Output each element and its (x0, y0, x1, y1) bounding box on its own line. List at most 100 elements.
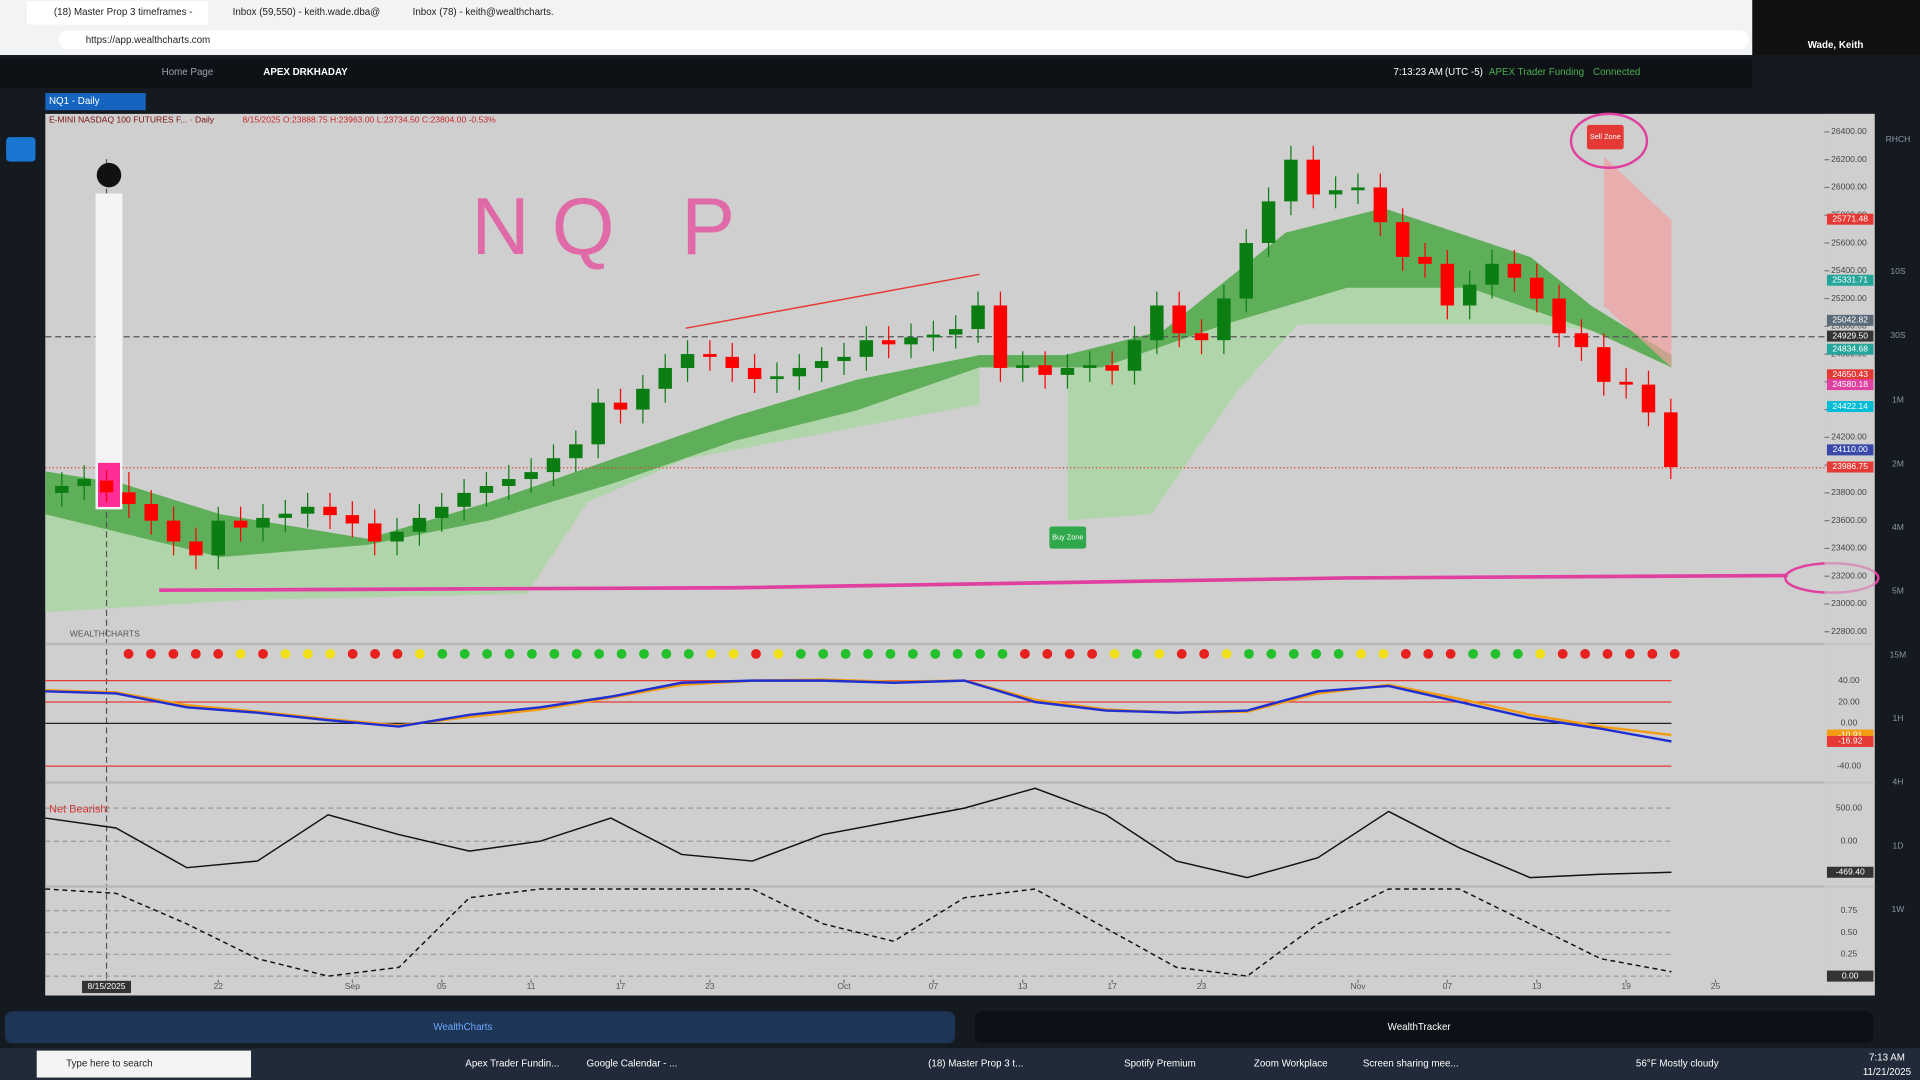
candle-body (904, 337, 918, 345)
candle-body (502, 479, 516, 486)
interval[interactable]: 1M (1892, 395, 1904, 405)
signal-dot (168, 648, 179, 659)
address-bar[interactable] (58, 30, 1749, 49)
y-tick-label: 26400.00 (1831, 126, 1867, 136)
tray-time: 7:13 AM (1869, 1053, 1905, 1064)
account: APEX Trader Funding (1489, 67, 1584, 78)
app-tab[interactable]: APEX DRKHADAY (263, 67, 348, 78)
taskbar-app[interactable]: (18) Master Prop 3 t... (928, 1059, 1023, 1070)
search-placeholder[interactable]: Type here to search (66, 1059, 152, 1070)
price-tag (1826, 330, 1874, 342)
timezone: (UTC -5) (1445, 67, 1483, 78)
taskbar-app[interactable]: Zoom Workplace (1254, 1059, 1328, 1070)
interval[interactable]: 4H (1892, 777, 1903, 787)
price-tag-label: 25331.71 (1832, 275, 1868, 285)
pane-tag-label: -16.92 (1838, 736, 1863, 746)
price-tag-label: 24929.50 (1832, 330, 1868, 340)
taskbar-app[interactable]: Screen sharing mee... (1363, 1059, 1459, 1070)
symbol-chip[interactable]: NQ1 - Daily (49, 96, 100, 107)
signal-dot (437, 648, 448, 659)
signal-dot (504, 648, 515, 659)
bottom-tab[interactable]: WealthCharts (433, 1022, 492, 1033)
taskbar-app[interactable]: Google Calendar - ... (587, 1059, 678, 1070)
search-box[interactable] (36, 1050, 252, 1078)
signal-dot (1378, 648, 1389, 659)
app-toolbar (0, 58, 1753, 89)
symbol-chip-bg[interactable] (45, 93, 146, 111)
pane-tick-label: 0.50 (1841, 927, 1858, 937)
signal-dot (1042, 648, 1053, 659)
candle-body (1194, 333, 1209, 341)
pane-line (45, 787, 1672, 879)
status: Connected (1593, 67, 1640, 78)
add-button[interactable] (6, 137, 36, 162)
app-tab[interactable]: Home Page (162, 67, 214, 78)
weather: 56°F Mostly cloudy (1636, 1059, 1719, 1070)
support-line (159, 573, 1788, 593)
y-tick-label: 23200.00 (1831, 570, 1867, 580)
pane-tick-label: 0.00 (1841, 835, 1858, 845)
candle-body (770, 376, 784, 380)
signal-dot (1400, 648, 1411, 659)
signal-dot (818, 648, 829, 659)
signal-dot (1356, 648, 1366, 659)
x-tick-label: 19 (1621, 981, 1631, 991)
interval[interactable]: 15M (1890, 649, 1907, 659)
interval[interactable]: 30S (1890, 330, 1906, 340)
y-tick-label: 22800.00 (1831, 626, 1867, 636)
interval[interactable]: 10S (1890, 266, 1906, 276)
interval[interactable]: 4M (1892, 522, 1904, 532)
taskbar-app[interactable]: Apex Trader Fundin... (465, 1059, 559, 1070)
signal-dot (795, 648, 806, 659)
taskbar-app[interactable]: Spotify Premium (1124, 1059, 1196, 1070)
candle-body (1395, 222, 1410, 257)
pane-tag (1826, 729, 1874, 741)
price-tag-label: 25042.82 (1832, 315, 1868, 325)
date-chip (82, 980, 132, 994)
interval[interactable]: 2M (1892, 458, 1904, 468)
signal-dot (1154, 648, 1165, 659)
price-tag-label: 24580.18 (1832, 379, 1868, 389)
x-tick-label: 23 (1197, 981, 1207, 991)
tool-pin[interactable] (96, 162, 122, 188)
pane-tag (1826, 970, 1874, 982)
candle-body (367, 523, 382, 542)
pane-tick-label: 0.00 (1841, 718, 1858, 728)
candle-body (412, 517, 427, 532)
signal-dot (414, 648, 425, 659)
price-tag (1826, 461, 1874, 473)
price-tag (1826, 379, 1874, 391)
pane-divider (45, 642, 1875, 646)
candle-body (278, 513, 293, 518)
browser-tab-active[interactable] (26, 1, 209, 25)
interval[interactable]: 5M (1892, 586, 1904, 596)
candle-body (390, 531, 404, 542)
candle-body (1328, 190, 1343, 195)
interval[interactable]: 1W (1892, 904, 1906, 914)
url[interactable]: https://app.wealthcharts.com (86, 35, 211, 46)
signal-dot (1199, 648, 1210, 659)
browser-tab[interactable]: (18) Master Prop 3 timeframes - (54, 7, 193, 18)
interval[interactable]: 1H (1892, 713, 1903, 723)
interval[interactable]: RHCH (1886, 134, 1911, 144)
interval[interactable]: 1D (1892, 840, 1903, 850)
candle-body (1060, 367, 1075, 375)
handwritten-note: NQ P (471, 182, 757, 272)
pane-tick-label: -40.00 (1837, 760, 1862, 770)
signal-dot (1647, 648, 1658, 659)
signal-dot (683, 648, 694, 659)
x-tick-label: 11 (527, 981, 536, 991)
candle-body (1641, 384, 1656, 413)
signal-dot (930, 648, 941, 659)
browser-tab[interactable]: Inbox (59,550) - keith.wade.dba@ (233, 7, 381, 18)
bottom-tab-bg[interactable] (974, 1011, 1874, 1044)
bottom-tab-bg[interactable] (4, 1011, 956, 1044)
x-tick-label: 13 (1018, 981, 1028, 991)
price-tag-label: 25771.48 (1832, 213, 1868, 223)
x-tick-label: 13 (1532, 981, 1542, 991)
signal-dot (235, 648, 246, 659)
signal-dot (325, 648, 336, 659)
bottom-tab[interactable]: WealthTracker (1388, 1022, 1452, 1033)
candle-body (837, 356, 851, 362)
browser-tab[interactable]: Inbox (78) - keith@wealthcharts. (413, 7, 554, 18)
